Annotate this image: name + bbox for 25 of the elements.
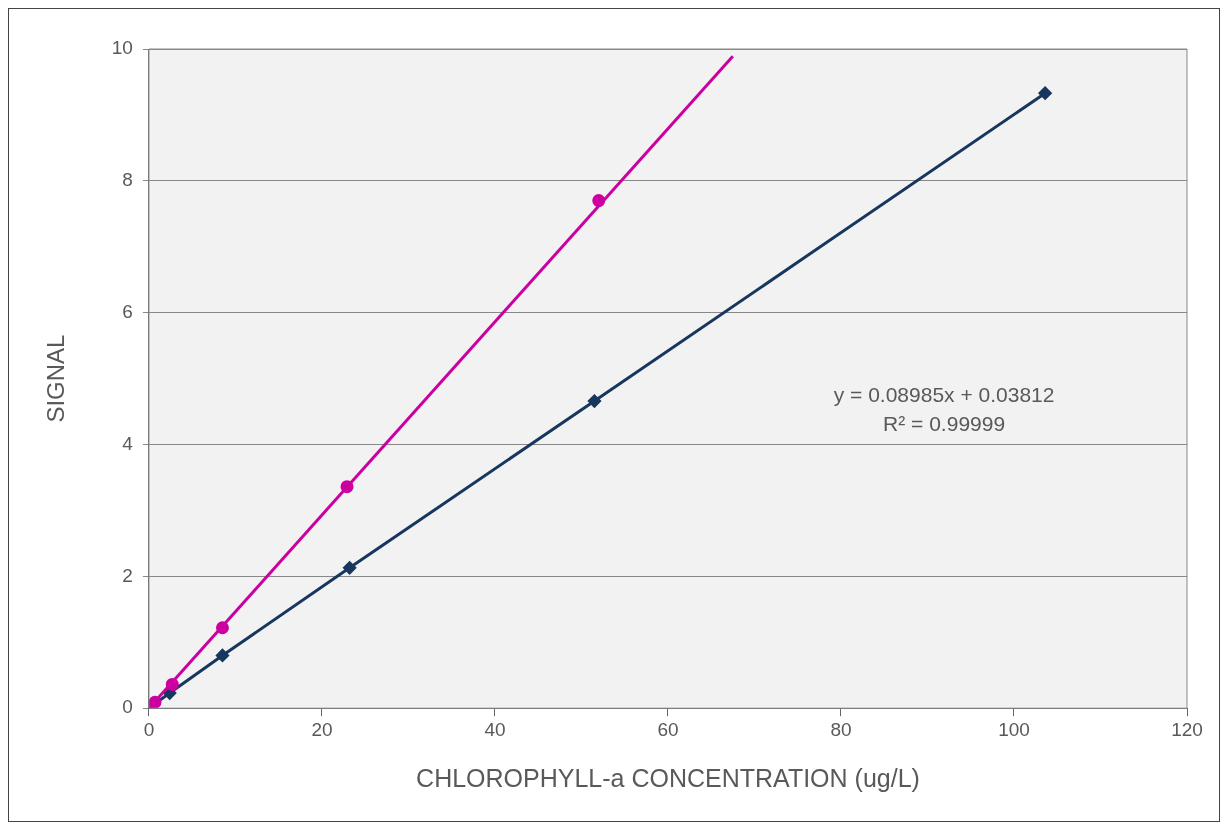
y-tick-label: 10 bbox=[111, 37, 133, 59]
y-tick-label: 6 bbox=[122, 300, 133, 322]
y-axis-title: SIGNAL bbox=[42, 334, 70, 423]
x-tick-label: 40 bbox=[484, 718, 506, 740]
annotation: R² = 0.99999 bbox=[883, 412, 1006, 435]
x-tick-label: 20 bbox=[311, 718, 333, 740]
point bbox=[215, 648, 229, 662]
x-tick-label: 120 bbox=[1171, 718, 1203, 740]
y-tick-label: 8 bbox=[122, 169, 133, 191]
x-tick-label: 80 bbox=[830, 718, 852, 740]
point bbox=[340, 480, 354, 494]
point bbox=[343, 561, 357, 575]
x-tick-label: 100 bbox=[998, 718, 1030, 740]
point bbox=[1038, 86, 1052, 100]
point bbox=[587, 394, 601, 408]
y-tick-label: 2 bbox=[122, 564, 133, 586]
annotation: y = 0.08985x + 0.03812 bbox=[833, 383, 1055, 406]
point bbox=[592, 194, 606, 208]
y-tick-label: 0 bbox=[122, 696, 133, 718]
x-axis-title: CHLOROPHYLL-a CONCENTRATION (ug/L) bbox=[416, 763, 920, 792]
point bbox=[165, 677, 179, 691]
point bbox=[215, 621, 229, 635]
y-tick-label: 4 bbox=[122, 432, 134, 454]
x-tick-label: 0 bbox=[143, 718, 155, 740]
x-tick-label: 60 bbox=[657, 718, 679, 740]
